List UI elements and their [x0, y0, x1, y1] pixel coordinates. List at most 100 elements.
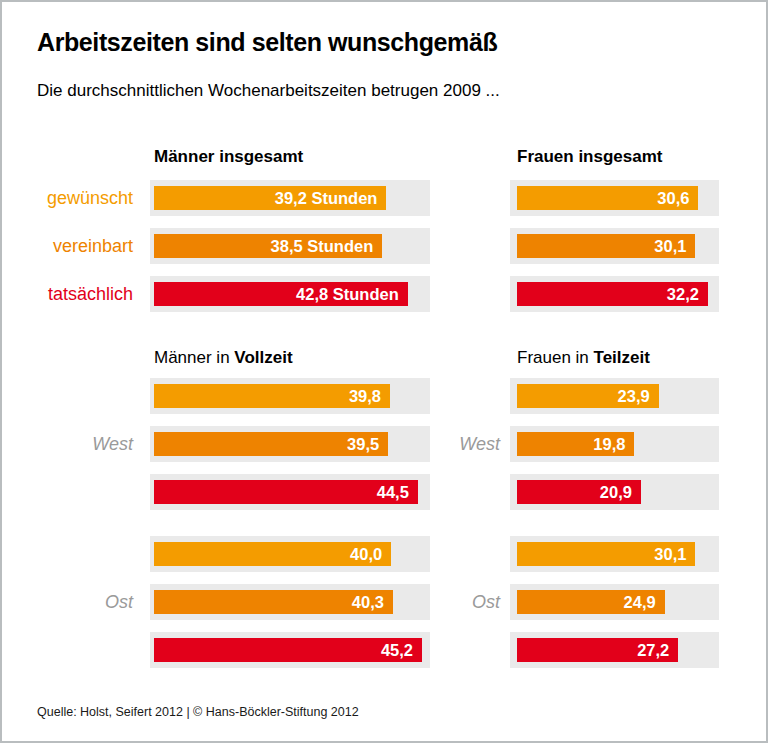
bar-track: 30,1: [510, 536, 719, 572]
bar-row: 27,2: [510, 632, 719, 668]
bar-group: 40,0 40,3 45,2: [150, 536, 430, 668]
bar-tatsaechlich: 45,2: [154, 638, 422, 662]
bar-row: 39,8: [150, 378, 430, 414]
bar-row: 30,1: [510, 536, 719, 572]
bar-value-label: 24,9: [624, 593, 665, 612]
bar-row: 30,1: [432, 228, 732, 264]
infographic-frame: Arbeitszeiten sind selten wunschgemäß Di…: [0, 0, 768, 743]
bar-value-label: 42,8 Stunden: [296, 285, 408, 304]
chart-subtitle: Die durchschnittlichen Wochenarbeitszeit…: [37, 81, 500, 101]
panel-frauen-teilzeit: Frauen in Teilzeit West 23,9 19,8 20,9: [432, 342, 732, 668]
bar-track: 40,3: [150, 584, 430, 620]
bar-value-label: 40,3: [352, 593, 393, 612]
spacer: [432, 228, 510, 264]
bar-value-label: 30,1: [654, 237, 695, 256]
series-label-tatsaechlich: tatsächlich: [22, 276, 150, 312]
panel-title-bold: Frauen insgesamt: [517, 147, 663, 166]
bar-row: 30,6: [432, 180, 732, 216]
bar-track: 39,5: [150, 426, 430, 462]
bar-track: 30,6: [510, 180, 719, 216]
panel-title: Frauen in Teilzeit: [517, 348, 732, 368]
subgroup-west: West 23,9 19,8 20,9: [432, 378, 732, 510]
bar-track: 42,8 Stunden: [150, 276, 430, 312]
series-label-gewuenscht: gewünscht: [22, 180, 150, 216]
bar-vereinbart: 30,1: [517, 234, 695, 258]
bar-value-label: 40,0: [350, 545, 391, 564]
bar-gewuenscht: 30,6: [517, 186, 698, 210]
bar-row: 44,5: [150, 474, 430, 510]
bar-tatsaechlich: 42,8 Stunden: [154, 282, 408, 306]
bar-track: 27,2: [510, 632, 719, 668]
bar-track: 20,9: [510, 474, 719, 510]
panel-title: Männer in Vollzeit: [154, 348, 434, 368]
bar-value-label: 30,6: [657, 189, 698, 208]
bar-track: 38,5 Stunden: [150, 228, 430, 264]
bar-gewuenscht: 39,8: [154, 384, 390, 408]
bar-gewuenscht: 39,2 Stunden: [154, 186, 386, 210]
panel-title-bold: Männer insgesamt: [154, 147, 303, 166]
panel-title-bold: Teilzeit: [594, 348, 650, 367]
bar-row: 20,9: [510, 474, 719, 510]
bar-track: 24,9: [510, 584, 719, 620]
bar-group: 39,8 39,5 44,5: [150, 378, 430, 510]
panel-frauen-insgesamt: Frauen insgesamt 30,6 30,1 32,2: [432, 142, 732, 324]
bar-tatsaechlich: 27,2: [517, 638, 678, 662]
bar-track: 45,2: [150, 632, 430, 668]
series-label-vereinbart: vereinbart: [22, 228, 150, 264]
bar-row: vereinbart 38,5 Stunden: [22, 228, 434, 264]
bar-track: 19,8: [510, 426, 719, 462]
spacer: [432, 276, 510, 312]
panel-title: Männer insgesamt: [154, 147, 434, 167]
bar-tatsaechlich: 20,9: [517, 480, 641, 504]
bar-row: 40,0: [150, 536, 430, 572]
panel-title: Frauen insgesamt: [517, 147, 732, 167]
bar-value-label: 30,1: [654, 545, 695, 564]
bar-vereinbart: 39,5: [154, 432, 388, 456]
bar-row: 40,3: [150, 584, 430, 620]
subgroup-ost: Ost 40,0 40,3 45,2: [22, 536, 434, 668]
bar-vereinbart: 38,5 Stunden: [154, 234, 382, 258]
region-label-west: West: [432, 378, 510, 510]
bar-value-label: 19,8: [593, 435, 634, 454]
bar-row: gewünscht 39,2 Stunden: [22, 180, 434, 216]
bar-value-label: 38,5 Stunden: [271, 237, 383, 256]
bar-gewuenscht: 23,9: [517, 384, 659, 408]
region-label-ost: Ost: [22, 536, 150, 668]
bar-group: 30,1 24,9 27,2: [510, 536, 719, 668]
bar-gewuenscht: 40,0: [154, 542, 391, 566]
bar-track: 39,2 Stunden: [150, 180, 430, 216]
bar-value-label: 39,2 Stunden: [275, 189, 387, 208]
region-label-ost: Ost: [432, 536, 510, 668]
bar-vereinbart: 24,9: [517, 590, 665, 614]
bar-value-label: 20,9: [600, 483, 641, 502]
bar-row: 45,2: [150, 632, 430, 668]
panel-title-bold: Vollzeit: [234, 348, 292, 367]
bar-row: tatsächlich 42,8 Stunden: [22, 276, 434, 312]
bar-value-label: 44,5: [377, 483, 418, 502]
bar-value-label: 39,8: [349, 387, 390, 406]
bar-row: 24,9: [510, 584, 719, 620]
bar-value-label: 27,2: [637, 641, 678, 660]
bar-row: 39,5: [150, 426, 430, 462]
bar-value-label: 23,9: [618, 387, 659, 406]
bar-vereinbart: 40,3: [154, 590, 393, 614]
bar-track: 30,1: [510, 228, 719, 264]
region-label-west: West: [22, 378, 150, 510]
bar-row: 23,9: [510, 378, 719, 414]
spacer: [432, 180, 510, 216]
bar-value-label: 45,2: [381, 641, 422, 660]
bar-track: 32,2: [510, 276, 719, 312]
source-note: Quelle: Holst, Seifert 2012 | © Hans-Böc…: [37, 705, 359, 719]
bar-value-label: 32,2: [667, 285, 708, 304]
bar-track: 23,9: [510, 378, 719, 414]
panel-maenner-insgesamt: Männer insgesamt gewünscht 39,2 Stunden …: [22, 142, 434, 324]
panel-title-regular: Frauen in: [517, 348, 594, 367]
bar-row: 32,2: [432, 276, 732, 312]
subgroup-ost: Ost 30,1 24,9 27,2: [432, 536, 732, 668]
bar-group: 23,9 19,8 20,9: [510, 378, 719, 510]
bar-tatsaechlich: 44,5: [154, 480, 418, 504]
bar-track: 44,5: [150, 474, 430, 510]
bar-value-label: 39,5: [347, 435, 388, 454]
bar-track: 39,8: [150, 378, 430, 414]
bar-track: 40,0: [150, 536, 430, 572]
